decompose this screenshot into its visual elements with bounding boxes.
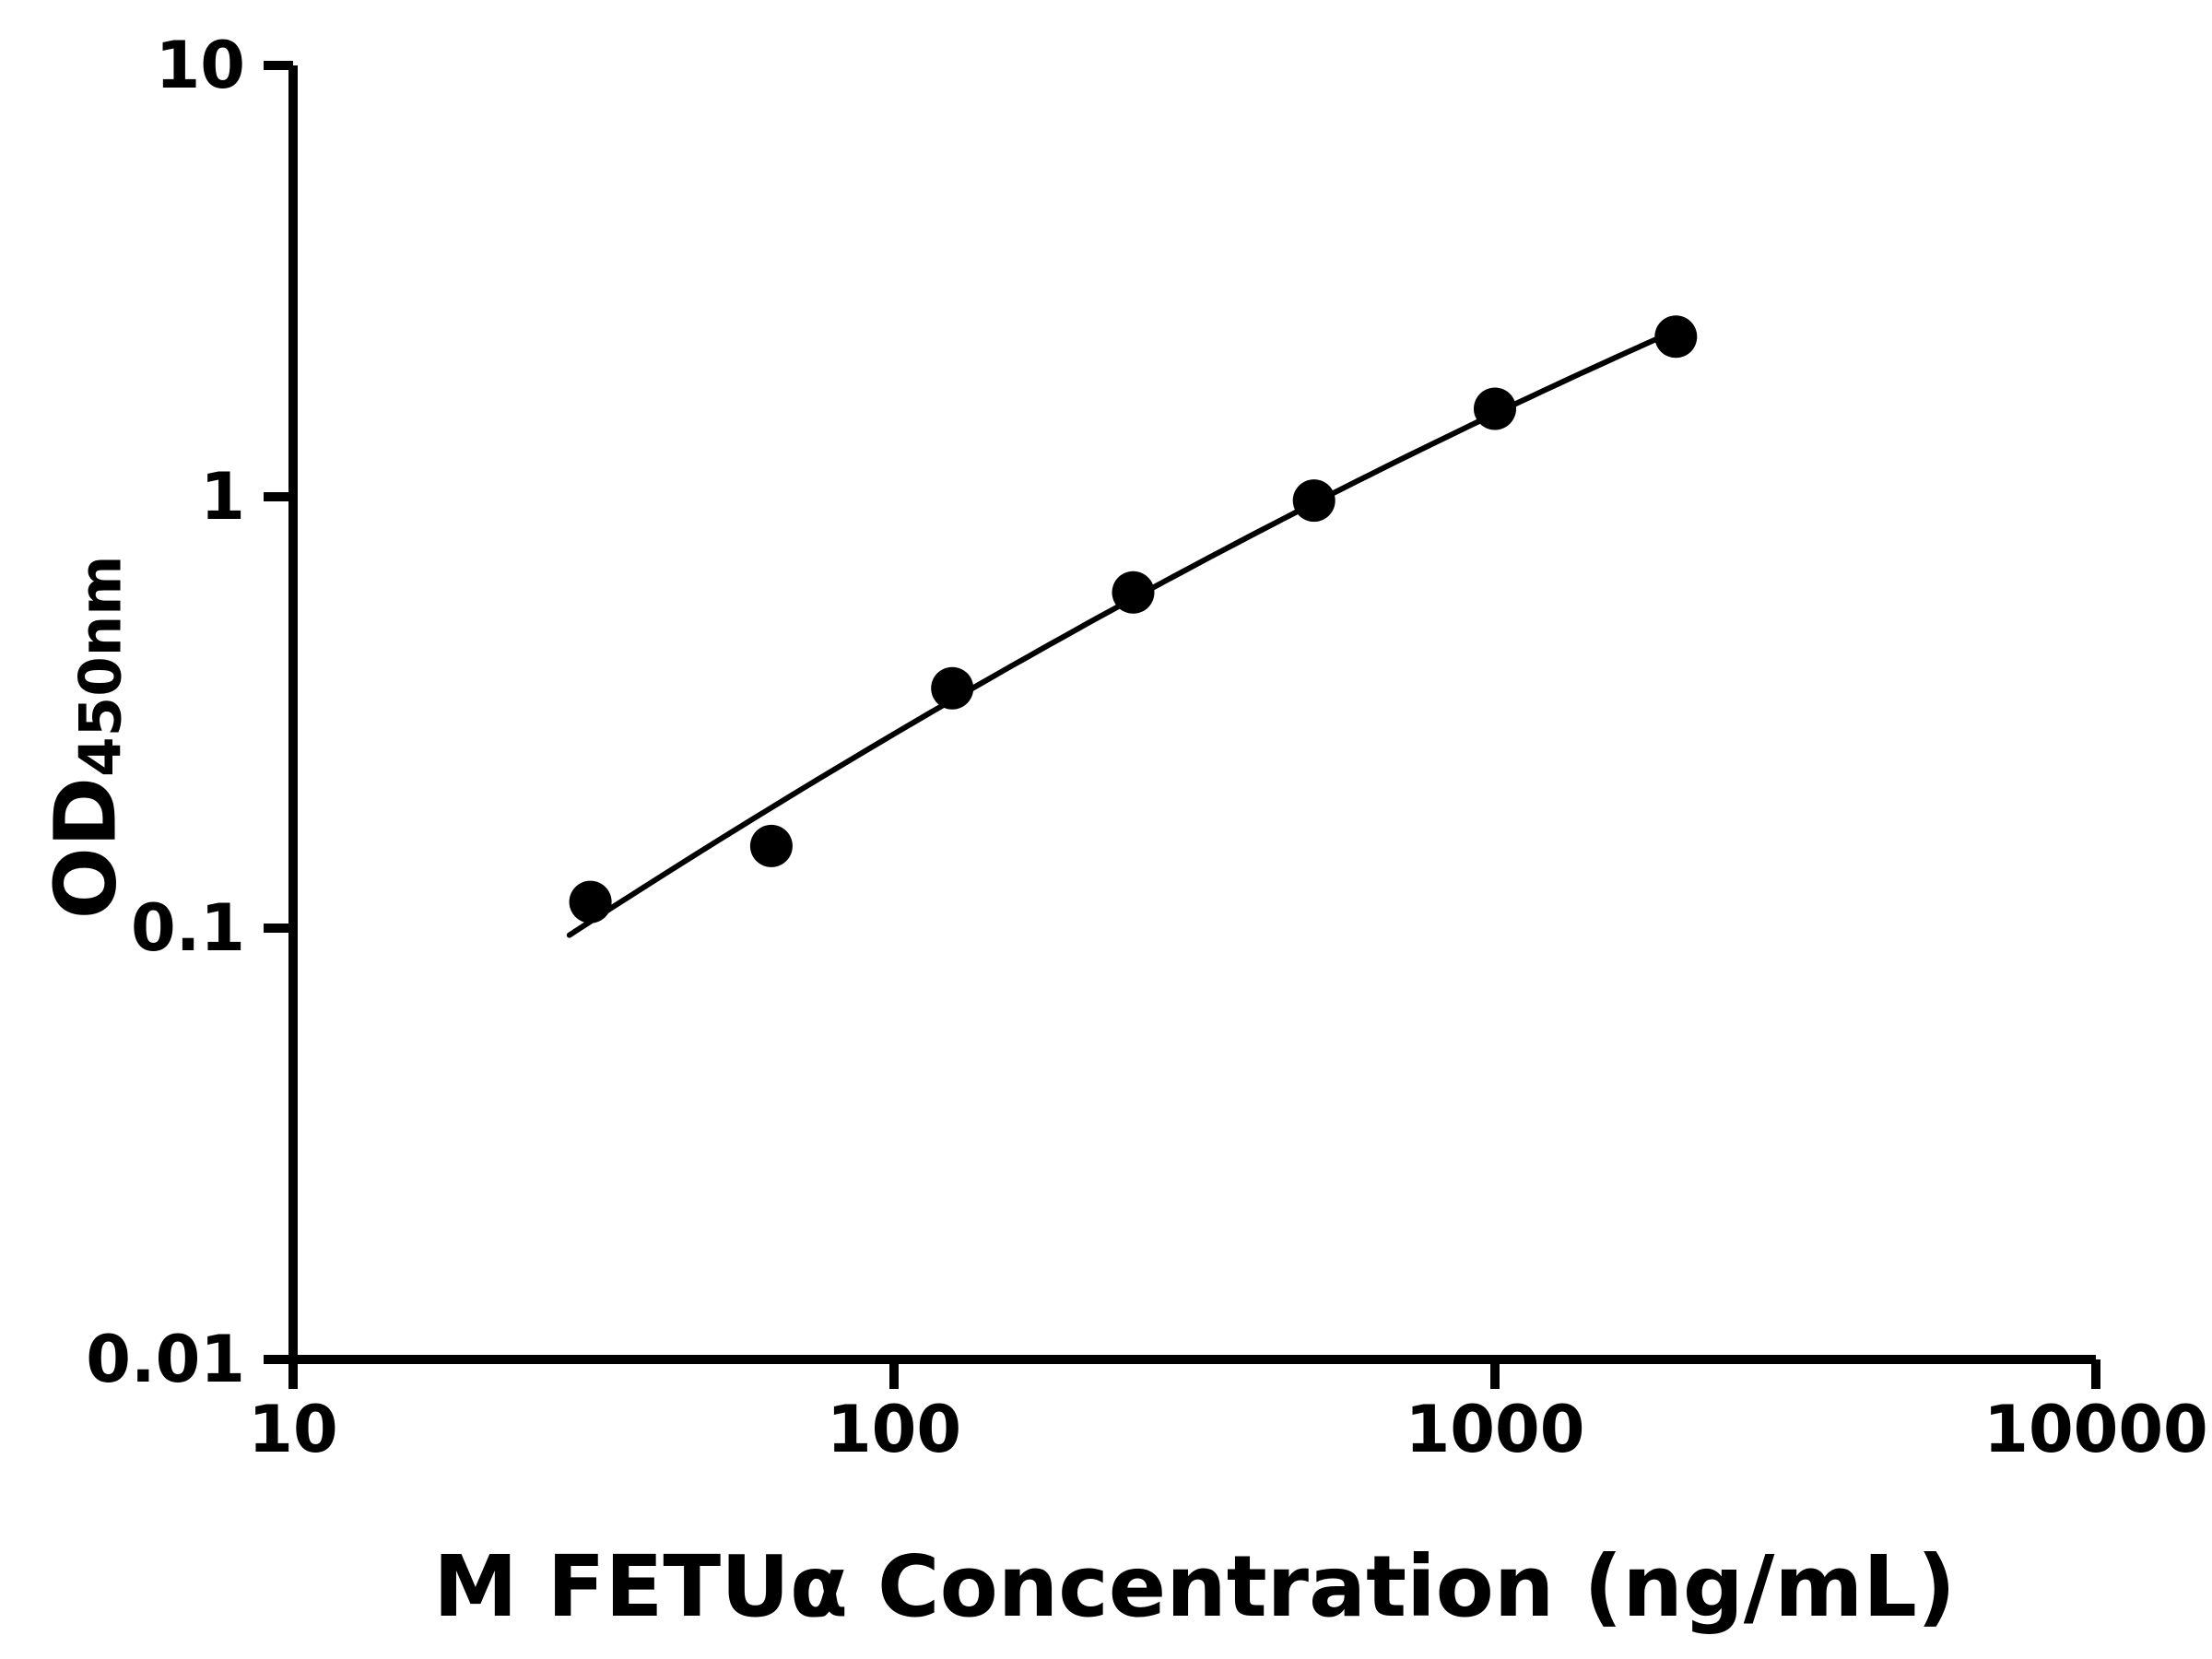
y-axis-tick-label: 10 xyxy=(156,28,245,103)
data-point-marker xyxy=(1112,571,1155,614)
y-axis-label-subscript: 450nm xyxy=(66,555,135,777)
y-axis-tick-label: 1 xyxy=(200,459,245,535)
x-axis-tick-label: 100 xyxy=(827,1392,961,1467)
data-point-marker xyxy=(749,824,793,867)
x-axis-title: M FETUα Concentration (ng/mL) xyxy=(433,1537,1956,1636)
y-axis-label-main: OD xyxy=(36,776,135,920)
x-axis-tick-label: 1000 xyxy=(1406,1392,1585,1467)
axis-lines xyxy=(288,65,2096,1364)
data-point-marker xyxy=(1654,315,1698,359)
y-axis-tick-label: 0.1 xyxy=(131,890,245,966)
data-point-marker xyxy=(931,666,974,710)
y-axis-title: OD450nm xyxy=(37,556,135,920)
data-point-marker xyxy=(1292,479,1335,523)
x-axis-tick-label: 10 xyxy=(248,1392,337,1467)
x-axis-tick-label: 10000 xyxy=(1983,1392,2208,1467)
data-point-marker xyxy=(569,880,612,924)
data-point-marker xyxy=(1474,387,1516,430)
y-axis-tick-label: 0.01 xyxy=(86,1322,245,1397)
